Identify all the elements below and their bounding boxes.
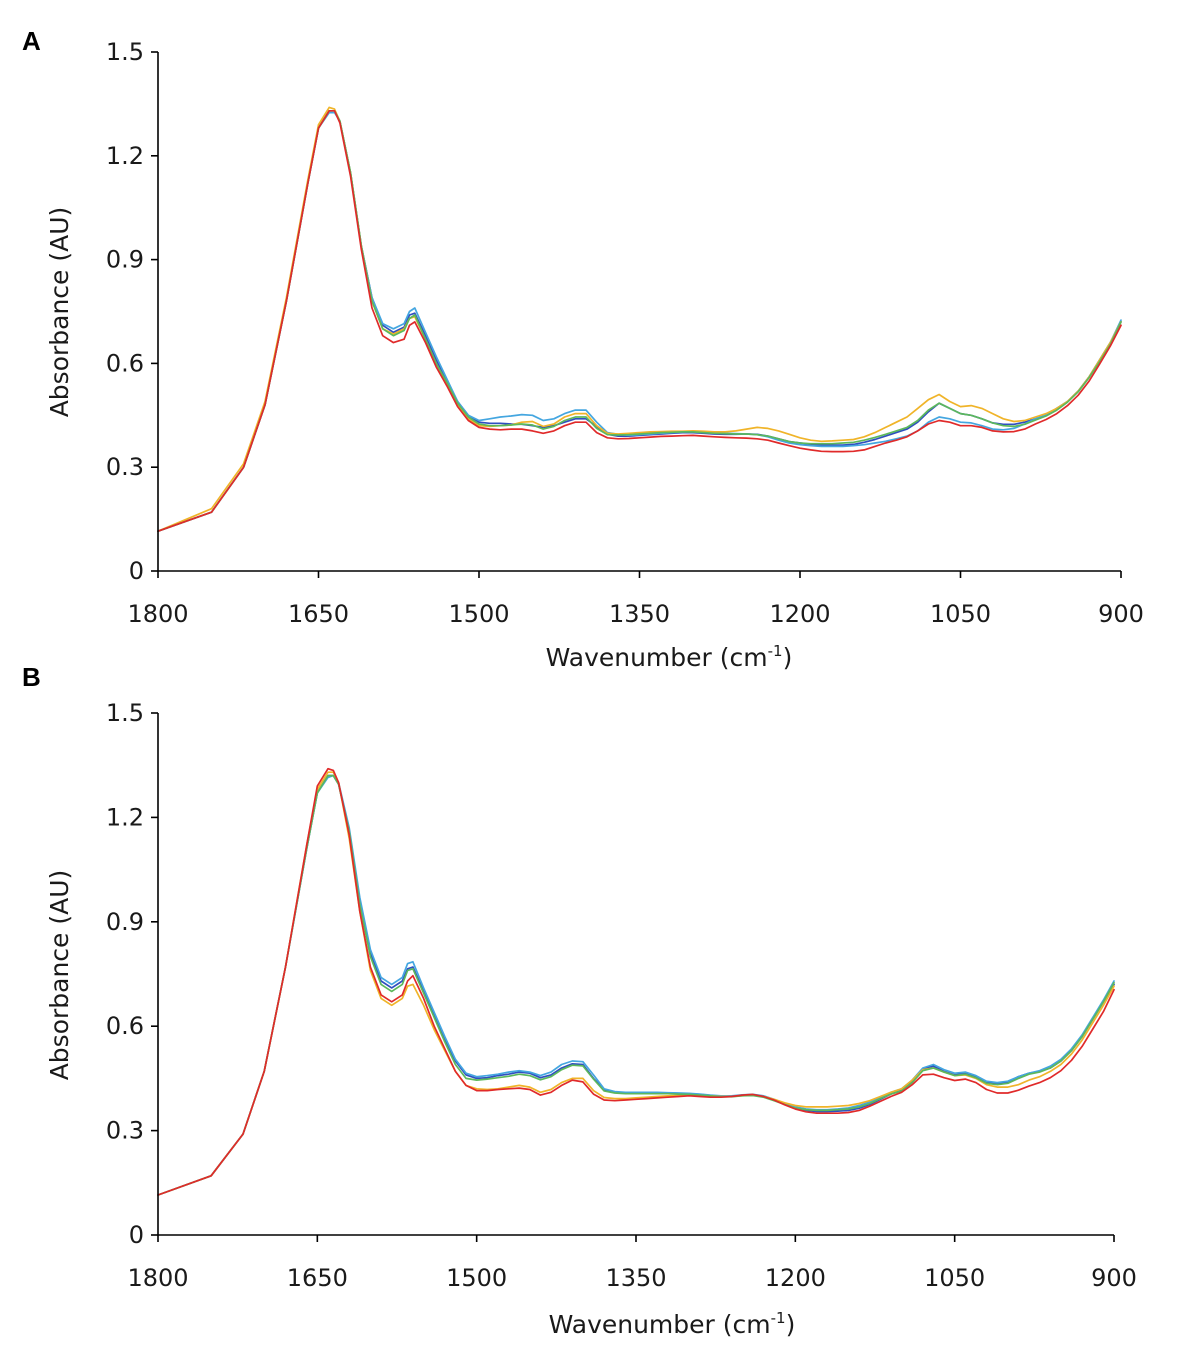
panel-a-y-tick-label: 0.6 — [106, 349, 144, 377]
panel-b-label: B — [22, 662, 41, 692]
panel-b-x-axis-title: Wavenumber (cm-1) — [549, 1309, 796, 1339]
panel-b-x-tick-label: 1350 — [605, 1264, 666, 1292]
panel-a-y-tick-label: 0.9 — [106, 246, 144, 274]
panel-a-x-axis-title: Wavenumber (cm-1) — [546, 642, 793, 672]
panel-b-y-tick-label: 0.6 — [106, 1012, 144, 1040]
panel-b-series-light-blue — [157, 774, 1115, 1196]
panel-a-series — [157, 106, 1122, 533]
panel-a-x-tick-label: 1800 — [127, 600, 188, 628]
panel-b-x-tick-label: 1500 — [446, 1264, 507, 1292]
panel-a-series-green — [157, 109, 1122, 533]
panel-a-x-title-main: Wavenumber (cm — [546, 643, 768, 672]
panel-b-series-orange — [157, 771, 1115, 1196]
panel-b-x-tick-label: 1200 — [765, 1264, 826, 1292]
panel-a-y-tick-label: 1.2 — [106, 142, 144, 170]
panel-a-x-tick-label: 1650 — [288, 600, 349, 628]
panel-b: B 00.30.60.91.21.5 1800 1650 1500 1350 1200 1… — [22, 662, 1137, 1339]
panel-a-x-tick-label: 900 — [1098, 600, 1144, 628]
panel-a-series-red — [157, 109, 1122, 533]
panel-b-y-ticks: 0 0.3 0.6 0.9 1.2 1.5 — [106, 699, 158, 1249]
panel-a-y-axis-title: Absorbance (AU) — [45, 207, 74, 418]
panel-b-y-tick-label: 1.5 — [106, 699, 144, 727]
panel-b-series-blue — [157, 774, 1115, 1196]
panel-b-x-title-sup: -1 — [771, 1309, 786, 1327]
panel-a-x-title-end: ) — [783, 643, 793, 672]
panel-b-x-ticks: 1800 1650 1500 1350 1200 1050 900 — [127, 1235, 1137, 1292]
panel-b-y-tick-label: 0 — [129, 1221, 144, 1249]
panel-b-x-title-main: Wavenumber (cm — [549, 1310, 771, 1339]
panel-a-x-title-sup: -1 — [768, 642, 783, 660]
panel-b-x-tick-label: 900 — [1091, 1264, 1137, 1292]
panel-a-series-light-blue — [157, 111, 1122, 533]
panel-a-x-tick-label: 1500 — [448, 600, 509, 628]
panel-b-x-tick-label: 1050 — [924, 1264, 985, 1292]
panel-a-series-orange — [157, 106, 1122, 533]
panel-a-series-blue — [157, 109, 1122, 533]
panel-a-x-tick-label: 1050 — [930, 600, 991, 628]
panel-a-x-tick-label: 1350 — [609, 600, 670, 628]
panel-a-y-tick-label: 1.5 — [106, 38, 144, 66]
panel-a-y-ticks: 0 0.3 0.6 0.9 1.2 1.5 — [106, 38, 158, 585]
panel-a-y-tick-label: 0 — [129, 557, 144, 585]
panel-b-x-tick-label: 1650 — [287, 1264, 348, 1292]
panel-b-series-red — [157, 767, 1115, 1196]
panel-b-y-tick-label: 1.2 — [106, 803, 144, 831]
panel-b-y-tick-label: 0.3 — [106, 1117, 144, 1145]
panel-a-label: A — [22, 26, 41, 56]
panel-b-y-axis-title: Absorbance (AU) — [45, 870, 74, 1081]
panel-b-x-title-end: ) — [786, 1310, 796, 1339]
panel-b-series-green — [157, 774, 1115, 1196]
panel-a-x-tick-label: 1200 — [769, 600, 830, 628]
panel-b-y-tick-label: 0.9 — [106, 908, 144, 936]
panel-b-x-tick-label: 1800 — [127, 1264, 188, 1292]
panel-b-series — [157, 767, 1115, 1196]
panel-a: A 00.30.60.91.21.5 1800 1650 1500 1350 1200 1… — [22, 26, 1144, 672]
panel-a-x-ticks: 1800 1650 1500 1350 1200 1050 900 — [127, 571, 1144, 628]
panel-a-y-tick-label: 0.3 — [106, 453, 144, 481]
